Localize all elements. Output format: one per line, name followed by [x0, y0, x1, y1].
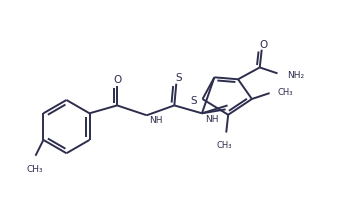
Text: S: S	[175, 72, 182, 82]
Text: CH₃: CH₃	[278, 87, 293, 96]
Text: NH₂: NH₂	[287, 70, 305, 79]
Text: O: O	[260, 40, 268, 50]
Text: NH: NH	[149, 115, 162, 124]
Text: NH: NH	[205, 114, 218, 123]
Text: O: O	[113, 74, 121, 84]
Text: CH₃: CH₃	[217, 141, 232, 150]
Text: S: S	[190, 96, 197, 105]
Text: CH₃: CH₃	[26, 164, 43, 173]
